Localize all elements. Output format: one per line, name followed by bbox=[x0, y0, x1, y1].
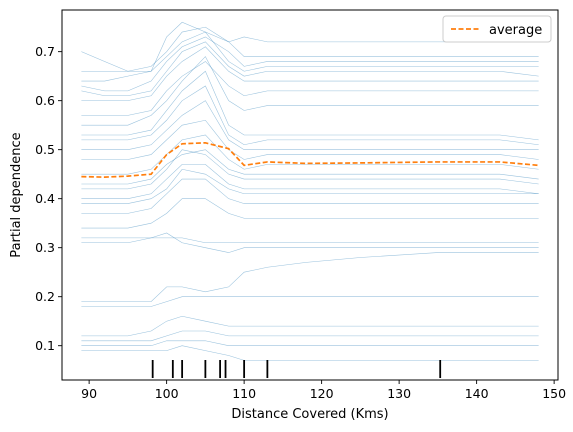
axes-frame bbox=[61, 9, 559, 381]
x-tick-label-130: 130 bbox=[387, 386, 411, 401]
ice-line-24 bbox=[81, 330, 539, 342]
legend-box bbox=[442, 15, 552, 43]
ice-line-12 bbox=[81, 134, 539, 175]
legend: average bbox=[442, 15, 552, 43]
x-tick-label-140: 140 bbox=[465, 386, 489, 401]
ice-line-3 bbox=[81, 31, 539, 82]
ice-line-5 bbox=[81, 46, 539, 101]
ice-line-1 bbox=[81, 26, 539, 72]
ice-line-15 bbox=[81, 164, 539, 199]
rug-marks bbox=[151, 360, 442, 378]
ice-line-19 bbox=[81, 232, 539, 253]
ice-line-25 bbox=[81, 340, 539, 346]
ice-line-8 bbox=[81, 70, 539, 141]
x-tick-label-150: 150 bbox=[542, 386, 566, 401]
ice-line-18 bbox=[81, 198, 539, 229]
average-series bbox=[81, 141, 539, 178]
x-tick-label-100: 100 bbox=[155, 386, 179, 401]
y-tick-label-0.1: 0.1 bbox=[35, 338, 55, 353]
x-tick-label-90: 90 bbox=[81, 386, 97, 401]
ice-line-22 bbox=[81, 296, 539, 307]
ice-line-7 bbox=[81, 56, 539, 126]
x-axis-label: Distance Covered (Kms) bbox=[231, 407, 388, 422]
y-tick-label-0.2: 0.2 bbox=[35, 289, 55, 304]
ice-line-21 bbox=[81, 252, 539, 302]
ice-line-13 bbox=[81, 149, 539, 185]
x-axis: 90 100 110 120 130 140 150 bbox=[81, 380, 566, 401]
ice-line-6 bbox=[81, 61, 539, 116]
ice-lines bbox=[81, 21, 539, 361]
ice-line-10 bbox=[81, 100, 539, 150]
ice-line-2 bbox=[81, 36, 539, 92]
y-tick-label-0.5: 0.5 bbox=[35, 142, 55, 157]
y-tick-label-0.3: 0.3 bbox=[35, 240, 55, 255]
ice-line-26 bbox=[81, 345, 539, 361]
y-tick-label-0.7: 0.7 bbox=[35, 44, 55, 59]
ice-line-20 bbox=[81, 237, 539, 244]
ice-line-23 bbox=[81, 316, 539, 337]
ice-line-9 bbox=[81, 85, 539, 146]
ice-line-16 bbox=[81, 168, 539, 204]
y-tick-label-0.6: 0.6 bbox=[35, 93, 55, 108]
x-tick-label-110: 110 bbox=[232, 386, 256, 401]
ice-line-17 bbox=[81, 178, 539, 214]
ice-line-14 bbox=[81, 149, 539, 190]
y-axis-label: Partial dependence bbox=[9, 132, 24, 257]
x-tick-label-120: 120 bbox=[310, 386, 334, 401]
ice-line-0 bbox=[81, 21, 539, 72]
ice-line-4 bbox=[81, 41, 539, 97]
y-tick-label-0.4: 0.4 bbox=[35, 191, 55, 206]
y-axis: 0.1 0.2 0.3 0.4 0.5 0.6 0.7 bbox=[35, 44, 62, 353]
series-line-average bbox=[81, 141, 539, 178]
legend-label-average: average bbox=[489, 23, 542, 38]
